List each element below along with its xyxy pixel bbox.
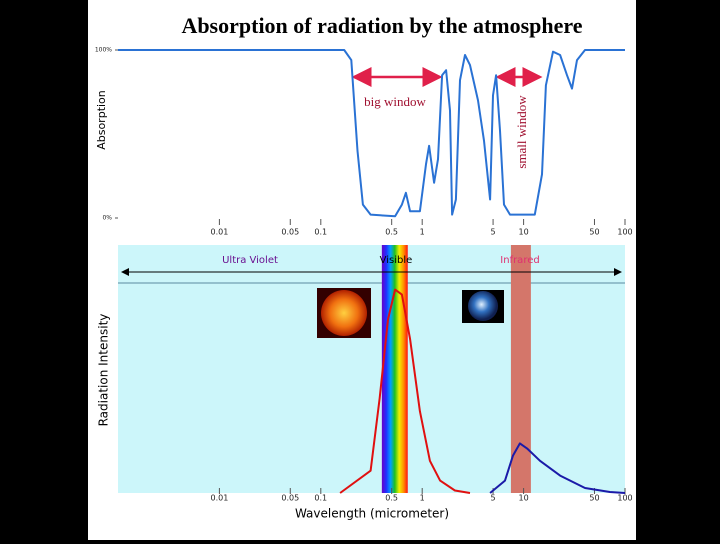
x-tick-label: 1 [420, 494, 425, 503]
x-tick-label: 0.5 [385, 228, 398, 237]
plot-background [118, 245, 625, 493]
x-tick-label: 100 [617, 494, 632, 503]
x-tick-label: 0.5 [385, 494, 398, 503]
region-label: Ultra Violet [222, 255, 278, 266]
x-tick-label: 50 [589, 494, 599, 503]
x-tick-label: 0.05 [281, 228, 299, 237]
x-tick-label: 0.01 [210, 228, 228, 237]
curve [339, 288, 471, 494]
curve [118, 49, 625, 218]
x-tick-label: 0.01 [210, 494, 228, 503]
annotation: big window [364, 94, 426, 109]
x-tick-label: 10 [519, 494, 529, 503]
x-tick-label: 100 [617, 228, 632, 237]
region-label: Visible [380, 255, 413, 266]
band [510, 245, 531, 493]
chart-title: Absorption of radiation by the atmospher… [181, 13, 582, 38]
y-tick-label: 100% [95, 47, 112, 54]
x-tick-label: 10 [519, 228, 529, 237]
annotation: small window [514, 95, 529, 169]
x-axis-label: Wavelength (micrometer) [295, 507, 449, 521]
x-tick-label: 0.1 [314, 228, 327, 237]
band [381, 245, 408, 493]
x-tick-label: 5 [491, 494, 496, 503]
earth [468, 291, 498, 321]
x-tick-label: 1 [420, 228, 425, 237]
y-axis-label: Absorption [95, 90, 108, 150]
x-tick-label: 0.05 [281, 494, 299, 503]
y-tick-label: 0% [102, 215, 112, 222]
curve [489, 442, 626, 494]
sun [321, 290, 367, 336]
x-tick-label: 50 [589, 228, 599, 237]
x-tick-label: 0.1 [314, 494, 327, 503]
y-axis-label: Radiation Intensity [97, 314, 111, 427]
region-label: Infrared [500, 255, 539, 266]
x-tick-label: 5 [491, 228, 496, 237]
